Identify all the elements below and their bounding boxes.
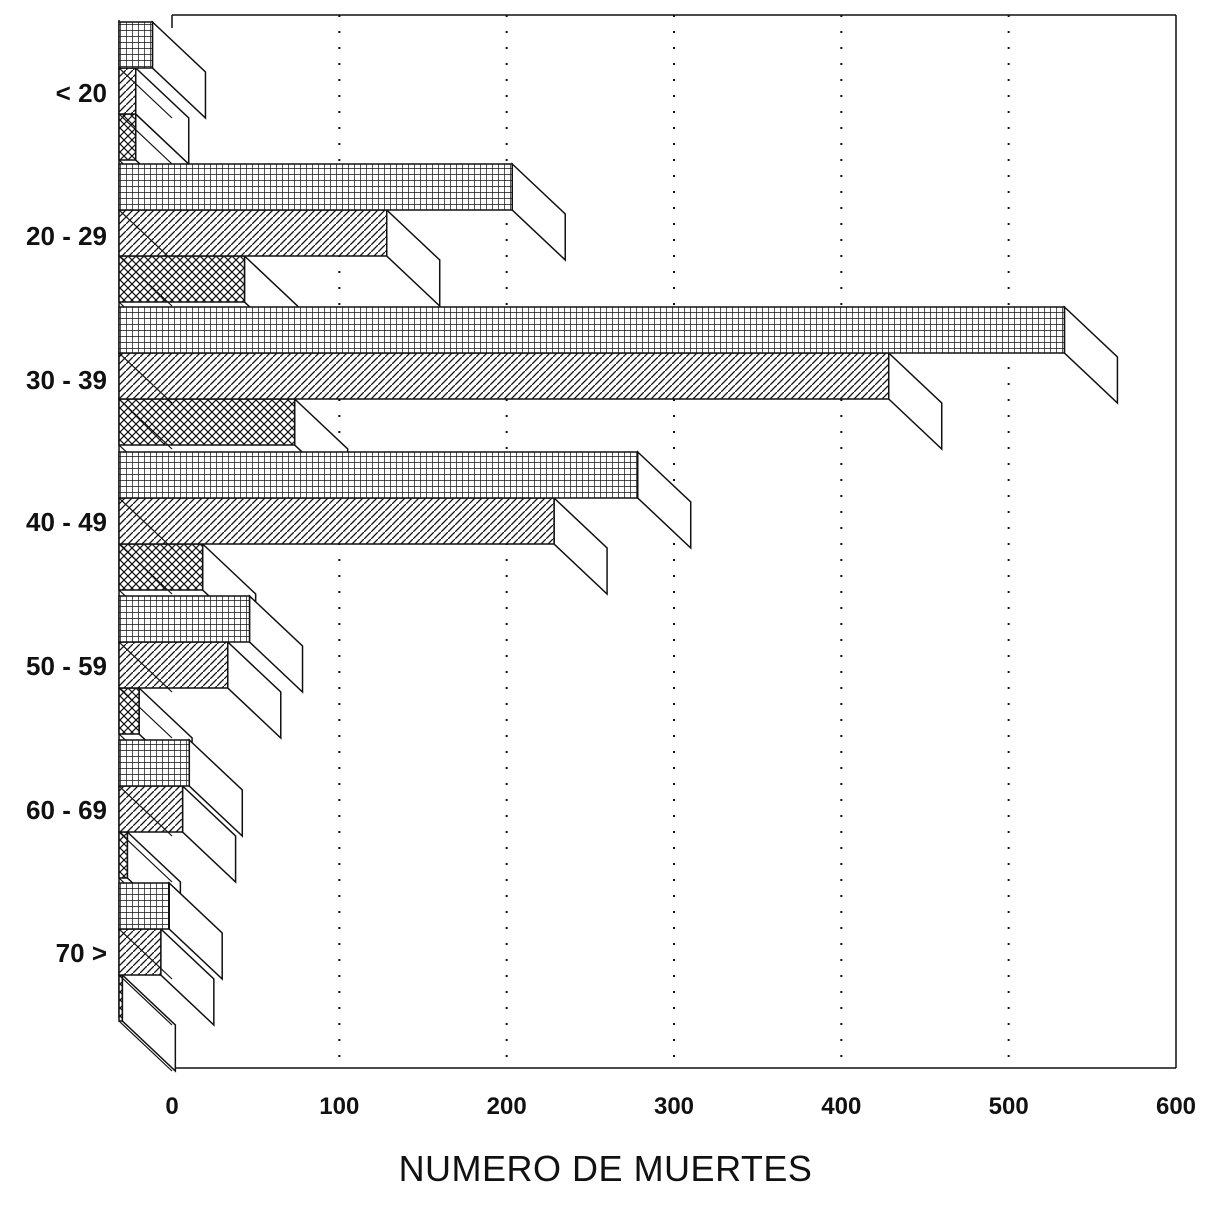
bar [118,496,608,596]
category-label: 70 > [56,938,107,968]
bar [118,450,692,550]
bar [118,927,215,1027]
bar [118,784,237,884]
bar [118,738,244,838]
x-tick-label: 500 [989,1093,1029,1120]
bar [118,208,441,308]
bar [118,162,566,262]
x-tick-labels: 0 100 200 300 400 500 600 [165,1093,1196,1120]
x-tick-label: 0 [165,1093,178,1120]
category-label: < 20 [56,78,107,108]
bar [118,305,1119,405]
x-tick-label: 600 [1156,1093,1196,1120]
bar [118,973,177,1073]
bars [118,20,1119,1073]
x-tick-label: 300 [654,1093,694,1120]
x-tick-label: 100 [319,1093,359,1120]
category-label: 40 - 49 [26,507,107,537]
x-axis-label: NUMERO DE MUERTES [398,1148,813,1189]
bar [118,594,304,694]
x-tick-label: 200 [487,1093,527,1120]
x-tick-label: 400 [821,1093,861,1120]
bar [118,20,207,120]
bar [118,881,223,981]
category-label: 60 - 69 [26,795,107,825]
category-label: 30 - 39 [26,365,107,395]
category-label: 50 - 59 [26,651,107,681]
category-labels: < 20 20 - 29 30 - 39 40 - 49 50 - 59 60 - 69 7… [26,78,107,968]
bar [118,351,943,451]
category-label: 20 - 29 [26,221,107,251]
